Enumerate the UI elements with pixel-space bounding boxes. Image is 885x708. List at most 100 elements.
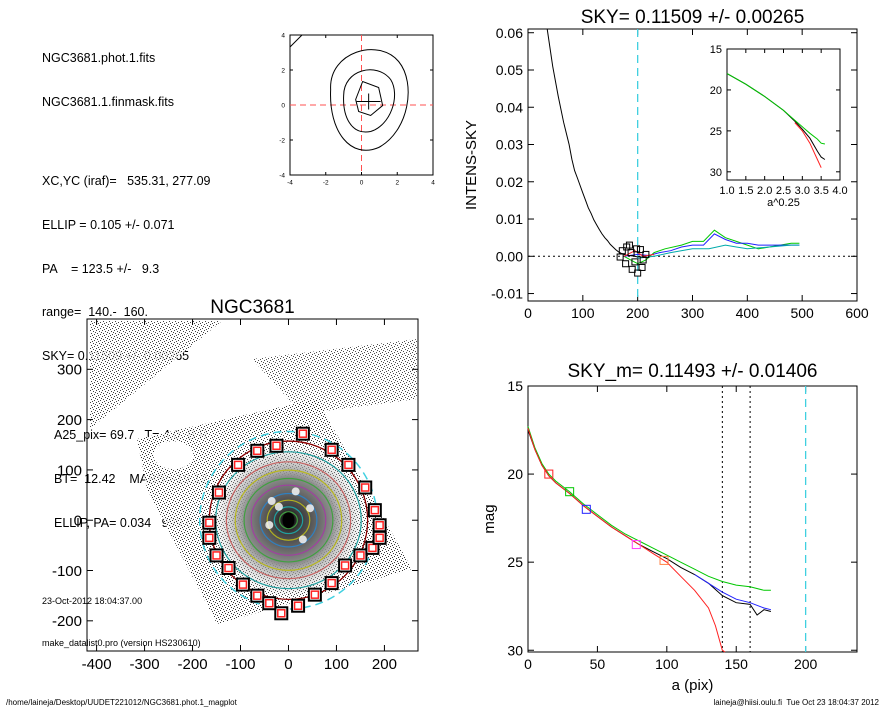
- inset-background: [727, 49, 840, 180]
- sky-ylabel: INTENS-SKY: [463, 120, 480, 210]
- sky-profile-line: [623, 233, 800, 257]
- sky-box-inner: [327, 578, 336, 588]
- image-panel-xtick-label: -300: [130, 656, 160, 673]
- isophote-ellipse: [279, 511, 298, 530]
- masked-star: [298, 535, 307, 544]
- mag-panel-axes: 0 50 100 150 200 15 20 25 30: [507, 378, 858, 672]
- sky-panel-ytick-label: 0.05: [496, 62, 523, 78]
- sky-profile-line: [546, 28, 641, 258]
- sky-sample-box: [636, 246, 644, 254]
- sky-box-inner: [327, 445, 336, 455]
- sky-panel-xtick-label: 0: [524, 305, 532, 321]
- sky-sample-box: [638, 263, 646, 271]
- sky-box-inner: [224, 563, 233, 573]
- sky-box-inner: [238, 580, 248, 589]
- image-panel-ytick-label: -100: [52, 563, 82, 580]
- inset-xtick-label: 1.0: [719, 185, 734, 197]
- masked-star: [267, 497, 276, 506]
- image-panel-ytick-label: 100: [57, 462, 82, 479]
- sky-panel-xtick-label: 200: [626, 305, 650, 321]
- image-panel-xtick-label: -100: [225, 656, 255, 673]
- sky-sample-box: [633, 245, 641, 253]
- inset-ytick-label: 20: [710, 85, 722, 97]
- mag-profile-line: [527, 428, 726, 653]
- sky-box-inner: [310, 590, 320, 599]
- contour-level: [355, 80, 384, 117]
- sky-box-inner: [293, 601, 303, 610]
- mag-xlabel: a (pix): [672, 677, 714, 694]
- sky-panel-xtick-label: 500: [790, 305, 814, 321]
- mag-panel-ytick-label: 30: [507, 642, 523, 658]
- sky-panel-ytick-label: 0.01: [496, 211, 523, 227]
- sky-box-inner: [375, 533, 384, 543]
- mag-panel-frame: [527, 385, 858, 653]
- isophote-ellipse: [266, 499, 311, 541]
- masked-star: [306, 504, 315, 513]
- contour-panel-xtick-label: 4: [431, 180, 435, 187]
- sky-profile-line: [637, 244, 800, 259]
- inset-profile-line: [726, 73, 826, 145]
- sky-box-inner: [344, 460, 353, 470]
- info-line: XC,YC (iraf)= 535.31, 277.09: [42, 173, 211, 188]
- sky-box-inner: [265, 598, 274, 608]
- image-strip-upper-right: [252, 339, 417, 414]
- image-panel-xtick-label: 100: [324, 656, 349, 673]
- sky-box-inner: [298, 429, 308, 438]
- image-panel-xtick-label: -200: [178, 656, 208, 673]
- mag-marker-box: [631, 540, 641, 550]
- sky-box-inner: [253, 591, 262, 600]
- sky-box-inner: [214, 488, 224, 497]
- sky-box-inner: [253, 446, 262, 456]
- contour-panel-axes: -4 -2 0 2 4 -4 -2 0 2 4: [279, 32, 435, 186]
- sky-box-inner: [356, 551, 365, 560]
- sky-panel-ytick-label: 0.03: [496, 137, 523, 153]
- inset-xtick-label: 4.0: [832, 185, 847, 197]
- inset-xtick-label: 2.5: [776, 185, 791, 197]
- inset-ytick-label: 30: [710, 167, 722, 179]
- info-line: NGC3681.phot.1.fits: [42, 51, 156, 66]
- sky-panel-ytick-label: 0.02: [496, 174, 523, 190]
- mag-panel-xtick-label: 150: [725, 656, 749, 672]
- sky-box-inner: [370, 505, 380, 515]
- info-line: range= 140.- 160.: [42, 305, 148, 320]
- isophote-ellipse: [243, 477, 334, 563]
- masked-star: [265, 521, 274, 530]
- sky-panel-ytick-label: 0.06: [496, 25, 523, 41]
- sky-sample-box: [634, 269, 642, 277]
- sky-box-inner: [368, 543, 377, 553]
- image-panel-frame: [86, 318, 419, 652]
- sky-title: SKY= 0.11509 +/- 0.00265: [581, 7, 805, 28]
- isophote-ellipse: [234, 469, 343, 571]
- mag-panel-ytick-label: 20: [507, 466, 523, 482]
- inset-xlabel: a^0.25: [767, 197, 800, 209]
- sky-panel-xtick-label: 300: [681, 305, 705, 321]
- sky-box-inner: [340, 561, 350, 570]
- mag-panel-xtick-label: 100: [655, 656, 679, 672]
- image-panel-xtick-label: 0: [284, 656, 292, 673]
- contour-panel-ytick-label: -2: [279, 137, 285, 144]
- mag-marker-box: [659, 555, 669, 565]
- mag-title: SKY_m= 0.11493 +/- 0.01406: [568, 361, 818, 382]
- sky-panel-ytick-label: 0.04: [496, 99, 523, 115]
- inset-xtick-label: 1.5: [738, 185, 753, 197]
- sky-box-inner: [360, 483, 370, 492]
- image-title: NGC3681: [210, 297, 295, 318]
- info-line: NGC3681.1.finmask.fits: [42, 94, 174, 109]
- mag-profile-line: [694, 574, 772, 611]
- mag-panel-xtick-label: 50: [590, 656, 606, 672]
- contour-level: [343, 69, 395, 133]
- mag-panel-ytick-label: 25: [507, 554, 523, 570]
- image-panel-ytick-label: 200: [57, 412, 82, 429]
- sky-panel-xtick-label: 100: [571, 305, 595, 321]
- masked-star: [291, 487, 300, 496]
- contour-panel-ytick-label: 4: [281, 32, 285, 39]
- footer-right: laineja@hiisi.oulu.fi Tue Oct 23 18:04:3…: [713, 698, 879, 707]
- contour-panel-ytick-label: 2: [281, 67, 285, 74]
- sky-box-inner: [205, 518, 214, 527]
- mag-marker-box: [544, 469, 554, 479]
- inset-ytick-label: 15: [710, 44, 722, 56]
- image-panel-ytick-label: 300: [57, 362, 82, 379]
- mag-panel-ytick-label: 15: [507, 378, 523, 394]
- sky-panel-xtick-label: 400: [736, 305, 760, 321]
- sky-box-inner: [233, 460, 243, 470]
